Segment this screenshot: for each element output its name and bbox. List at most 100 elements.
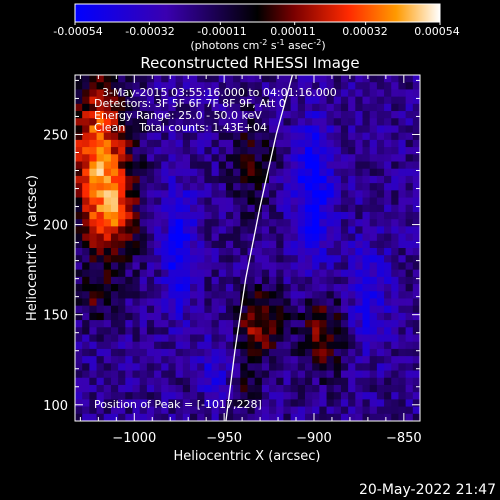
- heatmap-cell: [290, 175, 299, 184]
- heatmap-cell: [233, 255, 241, 263]
- heatmap-cell: [233, 248, 241, 256]
- heatmap-cell: [175, 276, 184, 285]
- heatmap-cell: [211, 348, 220, 357]
- heatmap-cell: [197, 89, 205, 98]
- heatmap-cell: [376, 168, 385, 177]
- heatmap-cell: [269, 197, 277, 206]
- heatmap-cell: [384, 248, 392, 256]
- heatmap-cell: [305, 103, 313, 112]
- heatmap-cell: [190, 103, 198, 112]
- heatmap-cell: [276, 334, 284, 343]
- heatmap-cell: [146, 111, 155, 119]
- heatmap-cell: [161, 197, 169, 206]
- heatmap-cell: [247, 82, 256, 90]
- heatmap-cell: [125, 276, 133, 285]
- heatmap-cell: [218, 312, 227, 321]
- annotation-clean-counts: Clean Total counts: 1.43E+04: [94, 121, 267, 134]
- heatmap-cell: [333, 190, 342, 198]
- heatmap-cell: [197, 139, 205, 148]
- heatmap-cell: [269, 291, 277, 299]
- heatmap-cell: [297, 125, 306, 134]
- heatmap-cell: [182, 334, 191, 343]
- heatmap-cell: [355, 392, 363, 400]
- heatmap-cell: [233, 168, 241, 177]
- heatmap-cell: [118, 219, 126, 227]
- heatmap-cell: [333, 248, 342, 256]
- heatmap-cell: [197, 348, 205, 357]
- heatmap-cell: [333, 82, 342, 90]
- heatmap-cell: [96, 406, 105, 415]
- heatmap-cell: [125, 190, 133, 198]
- heatmap-cell: [247, 161, 256, 170]
- heatmap-cell: [369, 183, 378, 191]
- heatmap-cell: [362, 399, 371, 407]
- heatmap-cell: [384, 82, 392, 90]
- heatmap-cell: [247, 233, 256, 242]
- heatmap-cell: [319, 334, 327, 343]
- heatmap-cell: [391, 392, 399, 400]
- heatmap-cell: [182, 291, 191, 299]
- heatmap-cell: [283, 125, 292, 134]
- heatmap-cell: [340, 320, 349, 328]
- heatmap-cell: [319, 175, 327, 184]
- heatmap-cell: [355, 291, 363, 299]
- heatmap-cell: [369, 327, 378, 335]
- heatmap-cell: [139, 82, 148, 90]
- heatmap-cell: [348, 168, 356, 177]
- heatmap-cell: [154, 154, 162, 162]
- heatmap-cell: [355, 262, 363, 271]
- heatmap-cell: [398, 255, 407, 263]
- heatmap-cell: [132, 284, 141, 292]
- heatmap-cell: [132, 320, 141, 328]
- heatmap-cell: [269, 248, 277, 256]
- heatmap-cell: [340, 154, 349, 162]
- heatmap-cell: [369, 413, 378, 421]
- heatmap-cell: [240, 276, 248, 285]
- heatmap-cell: [190, 370, 198, 379]
- heatmap-cell: [103, 413, 112, 421]
- heatmap-cell: [218, 262, 227, 271]
- heatmap-cell: [348, 248, 356, 256]
- heatmap-cell: [96, 377, 105, 386]
- heatmap-cell: [283, 320, 292, 328]
- heatmap-cell: [75, 233, 83, 242]
- heatmap-cell: [225, 96, 234, 105]
- heatmap-cell: [391, 175, 399, 184]
- heatmap-cell: [146, 161, 155, 170]
- heatmap-cell: [283, 312, 292, 321]
- heatmap-cell: [254, 356, 263, 364]
- heatmap-cell: [182, 118, 191, 126]
- heatmap-cell: [204, 363, 212, 371]
- heatmap-cell: [247, 305, 256, 314]
- heatmap-cell: [125, 406, 133, 415]
- heatmap-cell: [412, 89, 420, 98]
- heatmap-cell: [204, 269, 212, 278]
- heatmap-cell: [125, 154, 133, 162]
- heatmap-cell: [405, 327, 414, 335]
- heatmap-cell: [75, 175, 83, 184]
- heatmap-cell: [333, 111, 342, 119]
- heatmap-cell: [89, 168, 97, 177]
- heatmap-cell: [182, 406, 191, 415]
- heatmap-cell: [218, 356, 227, 364]
- heatmap-cell: [103, 233, 112, 242]
- heatmap-cell: [276, 204, 284, 213]
- heatmap-cell: [405, 219, 414, 227]
- heatmap-cell: [348, 392, 356, 400]
- heatmap-cell: [326, 413, 335, 421]
- heatmap-cell: [175, 154, 184, 162]
- heatmap-cell: [297, 96, 306, 105]
- heatmap-cell: [154, 284, 162, 292]
- heatmap-cell: [154, 226, 162, 234]
- heatmap-cell: [132, 197, 141, 206]
- heatmap-cell: [118, 226, 126, 234]
- heatmap-cell: [96, 204, 105, 213]
- heatmap-cell: [132, 356, 141, 364]
- heatmap-cell: [290, 219, 299, 227]
- x-tick-label: −1000: [112, 431, 156, 446]
- heatmap-cell: [376, 139, 385, 148]
- heatmap-cell: [369, 312, 378, 321]
- heatmap-cell: [110, 334, 119, 343]
- heatmap-cell: [297, 161, 306, 170]
